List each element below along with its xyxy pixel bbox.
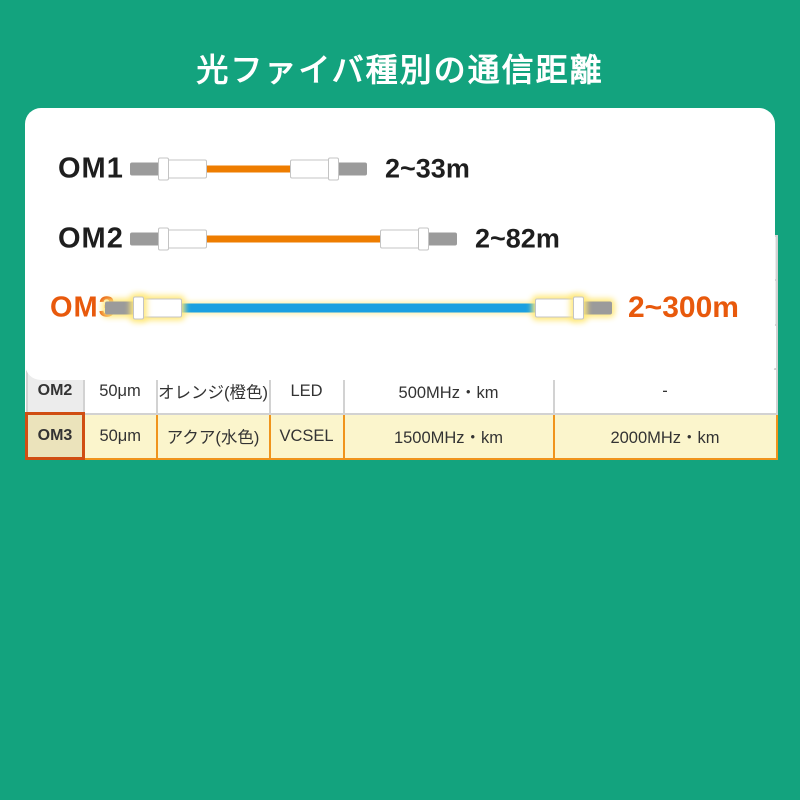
- distance-value-om1: 2~33m: [385, 153, 470, 184]
- fiber-line-blue-icon: [180, 303, 537, 313]
- cell-type: OM3: [25, 412, 85, 460]
- cable-row-om3: OM3 2~300m: [25, 286, 775, 330]
- fiber-cable-illustration-om1: [130, 157, 367, 181]
- fiber-line-orange-icon: [205, 235, 382, 243]
- cable-row-om1: OM1 2~33m: [25, 147, 775, 191]
- cable-label-om2: OM2: [58, 222, 124, 255]
- page-title: 光ファイバ種別の通信距離: [196, 52, 604, 88]
- connector-latch-right-icon: [573, 296, 584, 320]
- distance-card: OM1 2~33m OM2 2~8: [25, 108, 775, 380]
- connector-latch-left-icon: [158, 227, 169, 251]
- cell-overfilled-bandwidth: 1500MHz・km: [342, 412, 555, 460]
- cell-restricted-bandwidth: 2000MHz・km: [552, 412, 778, 460]
- spec-row-om2: OM2 50μm オレンジ(橙色) LED 500MHz・km -: [25, 368, 778, 415]
- cable-label-om1: OM1: [58, 152, 124, 185]
- distance-value-om2: 2~82m: [475, 223, 560, 254]
- connector-latch-right-icon: [328, 157, 339, 181]
- connector-latch-left-icon: [158, 157, 169, 181]
- connector-body-left-icon: [142, 298, 182, 318]
- cable-boot-left-icon: [105, 301, 135, 315]
- connector-body-right-icon: [290, 159, 330, 179]
- connector-body-left-icon: [167, 159, 207, 179]
- fiber-line-orange-icon: [205, 165, 292, 173]
- connector-body-right-icon: [535, 298, 575, 318]
- cable-boot-right-icon: [582, 301, 612, 315]
- connector-latch-right-icon: [418, 227, 429, 251]
- cable-boot-left-icon: [130, 232, 160, 246]
- connector-latch-left-icon: [133, 296, 144, 320]
- cell-core-diameter: 50μm: [82, 412, 158, 460]
- cable-label-om3: OM3: [50, 291, 116, 324]
- fiber-cable-illustration-om3: [105, 296, 612, 320]
- cable-boot-right-icon: [337, 162, 367, 176]
- distance-value-om3: 2~300m: [628, 291, 739, 324]
- spec-row-om3-highlighted: OM3 50μm アクア(水色) VCSEL 1500MHz・km 2000MH…: [25, 412, 778, 460]
- cell-coating: アクア(水色): [155, 412, 271, 460]
- fiber-cable-illustration-om2: [130, 227, 457, 251]
- cell-light-source: VCSEL: [268, 412, 345, 460]
- cable-row-om2: OM2 2~82m: [25, 217, 775, 261]
- connector-body-left-icon: [167, 229, 207, 249]
- cable-boot-right-icon: [427, 232, 457, 246]
- connector-body-right-icon: [380, 229, 420, 249]
- cable-boot-left-icon: [130, 162, 160, 176]
